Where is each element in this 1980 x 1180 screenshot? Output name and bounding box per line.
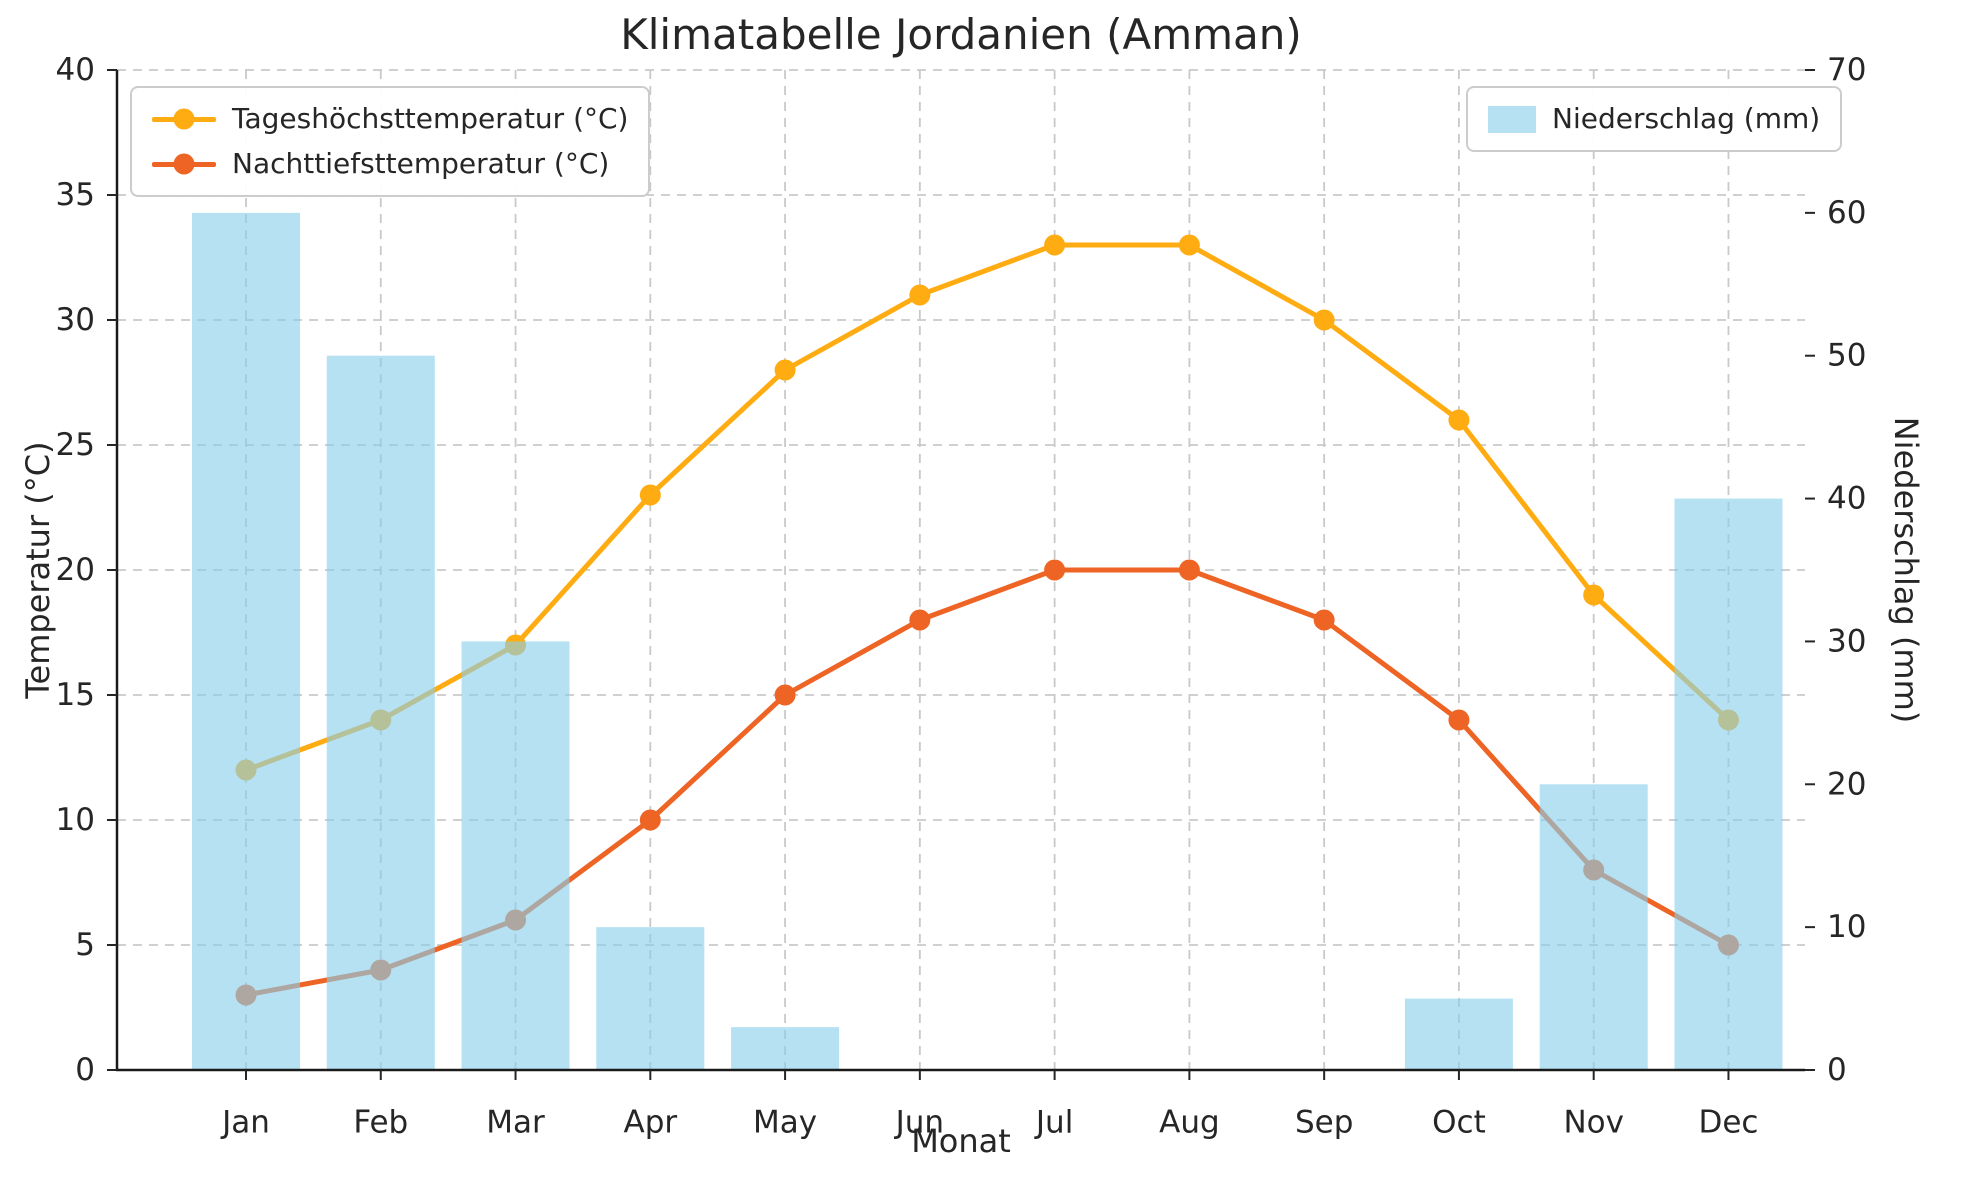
right-tick-60: 60 bbox=[1827, 195, 1866, 231]
legend-item-low-temp: Nachttiefsttemperatur (°C) bbox=[152, 146, 628, 182]
left-tick-35: 35 bbox=[56, 177, 95, 213]
month-tick-Jul: Jul bbox=[1034, 1104, 1073, 1140]
left-tick-5: 5 bbox=[75, 927, 95, 963]
legend-label-precipitation: Niederschlag (mm) bbox=[1552, 102, 1821, 135]
month-tick-Nov: Nov bbox=[1563, 1104, 1624, 1140]
bar-Apr bbox=[596, 927, 705, 1070]
precipitation-bars bbox=[192, 212, 1783, 1071]
month-tick-Apr: Apr bbox=[623, 1104, 677, 1140]
left-axis-label: Temperatur (°C) bbox=[19, 441, 57, 699]
left-tick-25: 25 bbox=[56, 427, 95, 463]
precipitation-legend: Niederschlag (mm) bbox=[1466, 86, 1843, 152]
bar-Nov bbox=[1539, 784, 1648, 1070]
bar-Feb bbox=[326, 355, 435, 1070]
right-tick-0: 0 bbox=[1827, 1052, 1847, 1088]
low-temp-marker-icon bbox=[173, 153, 195, 175]
chart-title: Klimatabelle Jordanien (Amman) bbox=[620, 10, 1302, 59]
left-tick-40: 40 bbox=[56, 52, 95, 88]
bar-Oct bbox=[1404, 998, 1513, 1070]
month-tick-Jan: Jan bbox=[220, 1104, 270, 1140]
month-tick-Aug: Aug bbox=[1159, 1104, 1220, 1140]
low-temp-series bbox=[235, 559, 1739, 1006]
x-axis-label: Monat bbox=[911, 1122, 1011, 1160]
high-temp-marker-icon bbox=[173, 108, 195, 130]
legend-item-precipitation: Niederschlag (mm) bbox=[1488, 101, 1820, 137]
temperature-legend: Tageshöchsttemperatur (°C) Nachttiefstte… bbox=[130, 86, 651, 197]
month-tick-Oct: Oct bbox=[1432, 1104, 1486, 1140]
legend-item-high-temp: Tageshöchsttemperatur (°C) bbox=[152, 101, 628, 137]
gridlines bbox=[117, 69, 1805, 1070]
month-tick-Mar: Mar bbox=[486, 1104, 545, 1140]
month-tick-Feb: Feb bbox=[353, 1104, 408, 1140]
right-tick-50: 50 bbox=[1827, 338, 1866, 374]
right-axis-label: Niederschlag (mm) bbox=[1887, 416, 1925, 724]
month-tick-Dec: Dec bbox=[1698, 1104, 1758, 1140]
left-tick-30: 30 bbox=[56, 302, 95, 338]
bar-Dec bbox=[1674, 498, 1783, 1071]
precipitation-swatch bbox=[1488, 105, 1536, 133]
right-tick-70: 70 bbox=[1827, 52, 1866, 88]
left-tick-15: 15 bbox=[56, 677, 95, 713]
bar-Jan bbox=[192, 212, 300, 1070]
legend-label-low-temp: Nachttiefsttemperatur (°C) bbox=[232, 147, 610, 180]
right-tick-10: 10 bbox=[1827, 909, 1866, 945]
tick-labels: 0 5 10 15 20 25 30 35 40 0 10 20 30 40 50 60 70 Jan Feb Mar… bbox=[56, 52, 1867, 1140]
right-tick-30: 30 bbox=[1827, 623, 1866, 659]
left-tick-0: 0 bbox=[75, 1052, 95, 1088]
month-tick-May: May bbox=[753, 1104, 817, 1140]
bar-Mar bbox=[461, 641, 570, 1070]
right-tick-20: 20 bbox=[1827, 766, 1866, 802]
month-tick-Jun: Jun bbox=[894, 1104, 944, 1140]
low-temp-line-swatch bbox=[152, 153, 216, 175]
high-temp-line-swatch bbox=[152, 108, 216, 130]
high-temp-series bbox=[235, 234, 1739, 781]
left-tick-10: 10 bbox=[56, 802, 95, 838]
axis-ticks bbox=[107, 69, 1815, 1080]
right-tick-40: 40 bbox=[1827, 481, 1866, 517]
legend-label-high-temp: Tageshöchsttemperatur (°C) bbox=[232, 102, 629, 135]
month-tick-Sep: Sep bbox=[1295, 1104, 1353, 1140]
bar-May bbox=[731, 1027, 840, 1070]
left-tick-20: 20 bbox=[56, 552, 95, 588]
